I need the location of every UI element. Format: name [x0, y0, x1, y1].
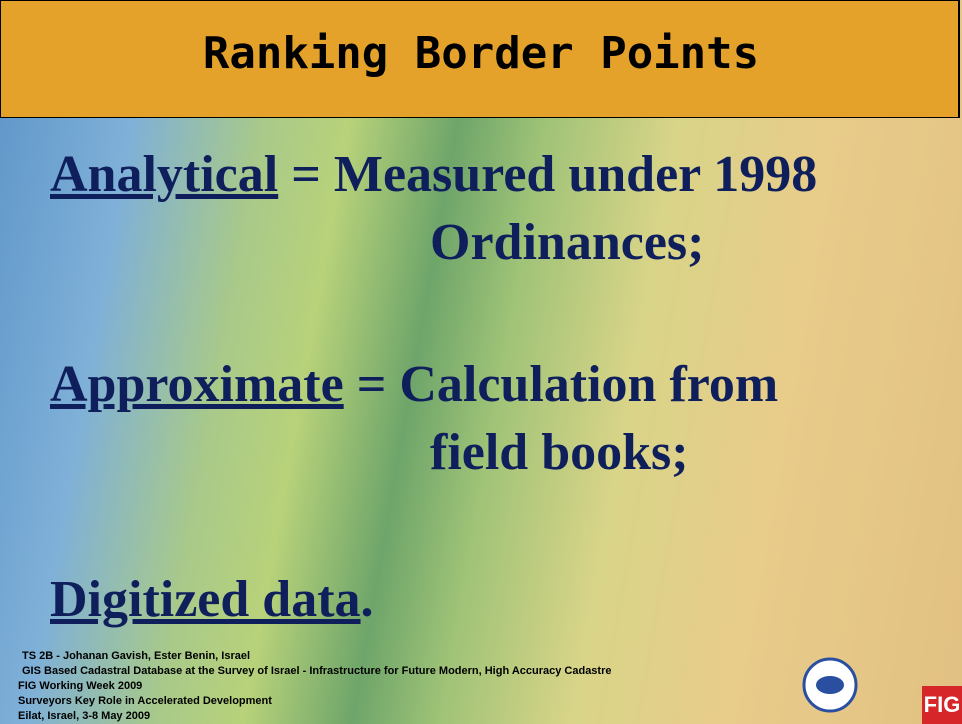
title: Ranking Border Points: [0, 28, 962, 79]
footer-line: GIS Based Cadastral Database at the Surv…: [22, 665, 612, 677]
term: Approximate: [50, 356, 344, 413]
item: Approximate = Calculation from: [50, 355, 778, 414]
text: field books;: [430, 423, 689, 482]
end: .: [361, 571, 374, 628]
footer-line: TS 2B - Johanan Gavish, Ester Benin, Isr…: [22, 650, 250, 662]
text: Ordinances;: [430, 213, 704, 272]
text: Measured under 1998: [334, 146, 817, 203]
footer-line: Surveyors Key Role in Accelerated Develo…: [18, 695, 272, 707]
separator: =: [357, 356, 387, 413]
text: Calculation from: [399, 356, 778, 413]
footer-line: Eilat, Israel, 3-8 May 2009: [18, 710, 150, 722]
item: Digitized data.: [50, 570, 374, 629]
term: Analytical: [50, 146, 278, 203]
footer-line: FIG Working Week 2009: [18, 680, 142, 692]
term: Digitized data: [50, 571, 361, 628]
logo: FIG: [922, 686, 962, 724]
logo-seal: [800, 655, 860, 715]
slide: Ranking Border Points Analytical = Measu…: [0, 0, 962, 724]
item: Analytical = Measured under 1998: [50, 145, 817, 204]
separator: =: [291, 146, 321, 203]
